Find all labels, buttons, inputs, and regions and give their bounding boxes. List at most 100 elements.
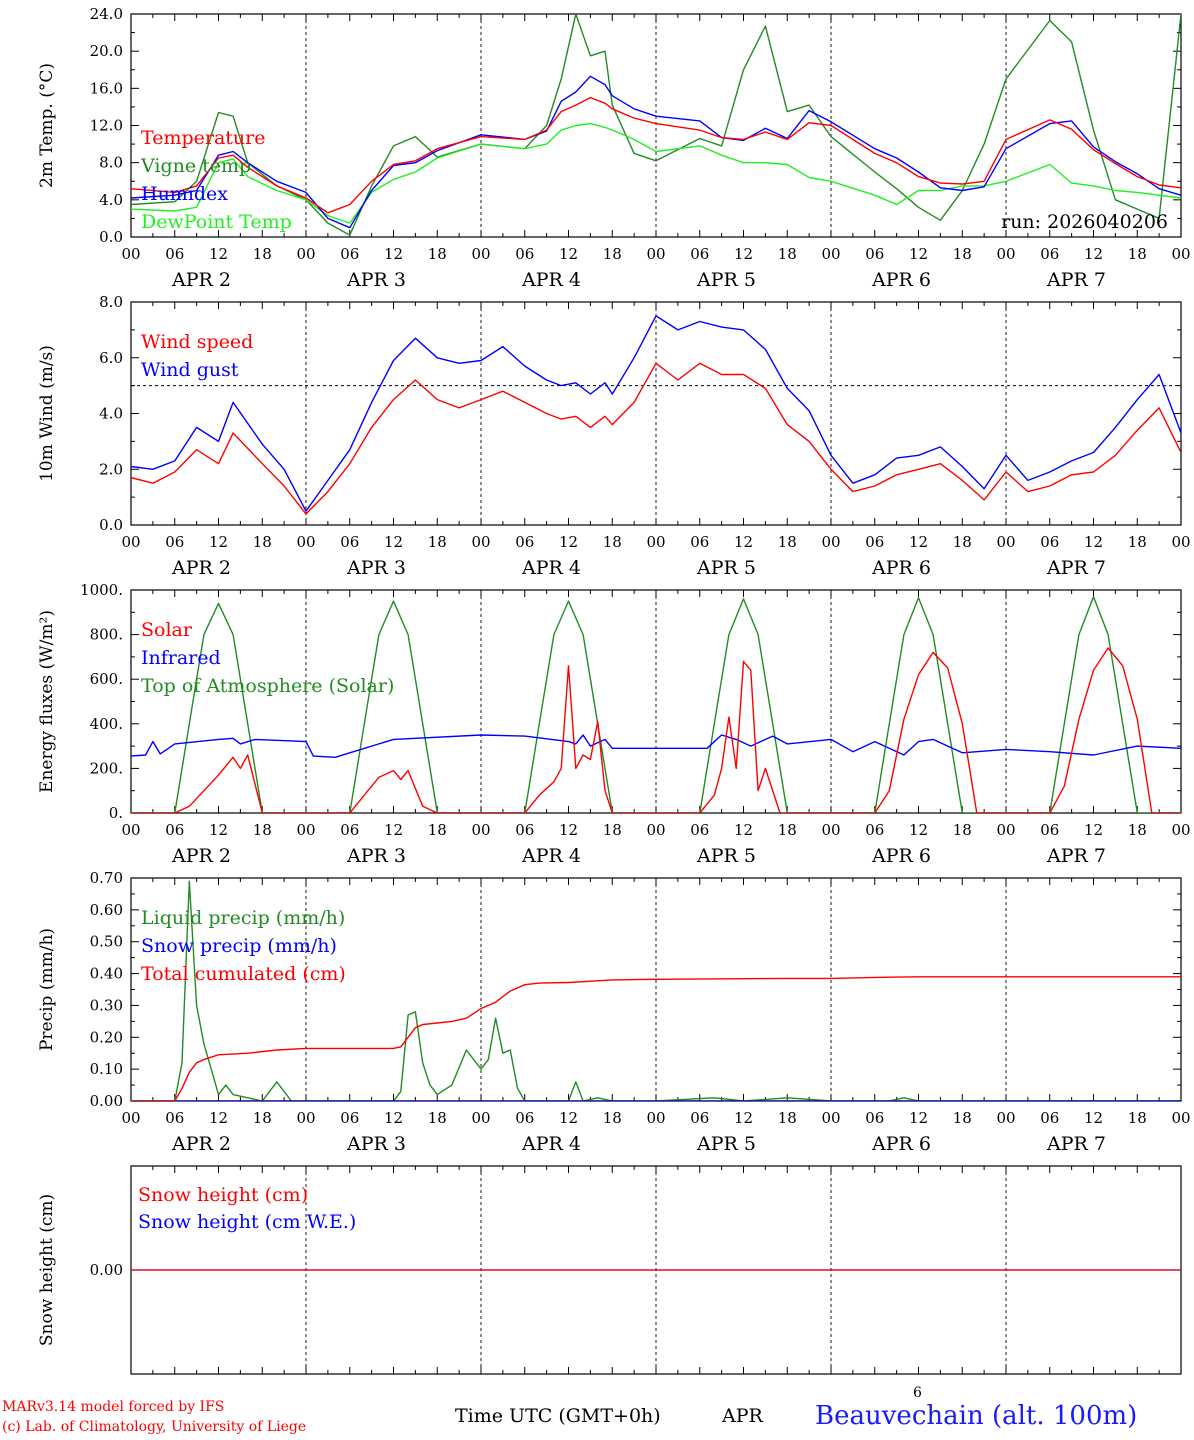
day-label: APR 5 (696, 1133, 756, 1155)
x-tick-label: 18 (1128, 533, 1147, 551)
x-tick-label: 12 (384, 245, 403, 263)
x-tick-label: 00 (121, 1109, 140, 1127)
y-tick-label: 0.60 (90, 901, 123, 919)
y-tick-label: 0.30 (90, 996, 123, 1014)
y-tick-label: 0.00 (90, 1261, 123, 1279)
y-axis-label: Snow height (cm) (37, 1194, 57, 1346)
series-dewpoint-temp (131, 122, 1181, 224)
x-tick-label: 06 (165, 245, 184, 263)
x-tick-label: 00 (296, 1109, 315, 1127)
panel-1: 00 06 12 18 00 06 12 18 00 06 12 18 00 06 12 18 00 06 12 18… (37, 5, 1191, 291)
footer-model-line2: (c) Lab. of Climatology, University of L… (2, 1419, 307, 1435)
x-tick-label: 00 (296, 245, 315, 263)
footer-time-label: Time UTC (GMT+0h) (455, 1405, 661, 1427)
y-axis-label: 10m Wind (m/s) (37, 345, 57, 482)
x-tick-label: 00 (821, 821, 840, 839)
x-tick-label: 06 (165, 1109, 184, 1127)
series-wind-speed (131, 362, 1181, 515)
x-tick-label: 18 (778, 1109, 797, 1127)
x-tick-label: 00 (296, 533, 315, 551)
x-tick-label: 18 (253, 533, 272, 551)
x-tick-label: 12 (734, 1109, 753, 1127)
x-tick-label: 00 (646, 245, 665, 263)
day-label: APR 7 (1046, 557, 1106, 579)
run-annotation: run: 2026040206 (1001, 211, 1168, 233)
x-tick-label: 12 (384, 821, 403, 839)
day-label: APR 4 (521, 269, 581, 291)
y-tick-label: 600. (90, 670, 123, 688)
series-solar (131, 647, 1181, 813)
x-tick-label: 06 (690, 821, 709, 839)
x-tick-label: 18 (1128, 1109, 1147, 1127)
y-tick-label: 6.0 (99, 349, 123, 367)
legend-item: Liquid precip (mm/h) (141, 907, 345, 929)
y-tick-label: 20.0 (90, 42, 123, 60)
series-vigne-temp (131, 14, 1181, 236)
y-axis-label: Energy fluxes (W/m²) (37, 610, 57, 793)
x-tick-label: 12 (559, 821, 578, 839)
x-tick-label: 06 (865, 533, 884, 551)
x-tick-label: 18 (953, 821, 972, 839)
x-tick-label: 06 (1040, 821, 1059, 839)
y-tick-label: 0.0 (99, 228, 123, 246)
x-tick-label: 06 (165, 533, 184, 551)
y-tick-label: 200. (90, 759, 123, 777)
x-tick-label: 18 (778, 821, 797, 839)
day-label: APR 7 (1046, 269, 1106, 291)
x-tick-label: 00 (296, 821, 315, 839)
x-tick-label: 00 (821, 533, 840, 551)
x-tick-label: 00 (646, 533, 665, 551)
x-tick-label: 12 (1084, 245, 1103, 263)
x-tick-label: 06 (515, 821, 534, 839)
x-tick-label: 12 (909, 245, 928, 263)
y-tick-label: 1000. (80, 581, 123, 599)
x-tick-label: 12 (1084, 1109, 1103, 1127)
x-tick-label: 12 (909, 821, 928, 839)
y-tick-label: 0.20 (90, 1028, 123, 1046)
x-tick-label: 18 (253, 245, 272, 263)
x-tick-label: 12 (384, 1109, 403, 1127)
x-tick-label: 18 (953, 533, 972, 551)
x-tick-label: 06 (340, 245, 359, 263)
x-tick-label: 12 (209, 1109, 228, 1127)
x-tick-label: 00 (1171, 821, 1190, 839)
legend-snow-we: Snow height (cm W.E.) (138, 1211, 356, 1233)
day-label: APR 2 (171, 269, 231, 291)
x-tick-label: 00 (1171, 1109, 1190, 1127)
x-tick-label: 12 (209, 245, 228, 263)
x-tick-label: 00 (1171, 533, 1190, 551)
x-tick-label: 06 (515, 1109, 534, 1127)
x-tick-label: 18 (778, 245, 797, 263)
y-tick-label: 8.0 (99, 293, 123, 311)
y-tick-label: 8.0 (99, 154, 123, 172)
series-total-cumulated (131, 976, 1181, 1101)
x-tick-label: 06 (865, 1109, 884, 1127)
y-tick-label: 24.0 (90, 5, 123, 23)
x-tick-label: 06 (1040, 533, 1059, 551)
day-label: APR 3 (346, 557, 406, 579)
y-tick-label: 800. (90, 626, 123, 644)
x-tick-label: 12 (1084, 821, 1103, 839)
series-humidex (131, 75, 1181, 229)
x-tick-label: 12 (559, 533, 578, 551)
x-tick-label: 00 (121, 245, 140, 263)
x-tick-label: 18 (428, 821, 447, 839)
y-tick-label: 0.40 (90, 965, 123, 983)
day-label: APR 6 (871, 269, 931, 291)
x-tick-label: 00 (121, 821, 140, 839)
x-tick-label: 18 (1128, 245, 1147, 263)
footer-model-line1: MARv3.14 model forced by IFS (2, 1399, 225, 1415)
x-tick-label: 06 (690, 1109, 709, 1127)
x-tick-label: 18 (603, 245, 622, 263)
day-label: APR 5 (696, 269, 756, 291)
x-tick-label: 06 (865, 245, 884, 263)
x-tick-label: 06 (690, 533, 709, 551)
series-liquid-precip (131, 880, 1181, 1101)
y-tick-label: 4.0 (99, 191, 123, 209)
x-tick-label: 18 (603, 533, 622, 551)
footer-day-marker: 6 (913, 1385, 922, 1401)
x-tick-label: 00 (471, 245, 490, 263)
x-tick-label: 18 (1128, 821, 1147, 839)
y-tick-label: 2.0 (99, 460, 123, 478)
x-tick-label: 06 (165, 821, 184, 839)
